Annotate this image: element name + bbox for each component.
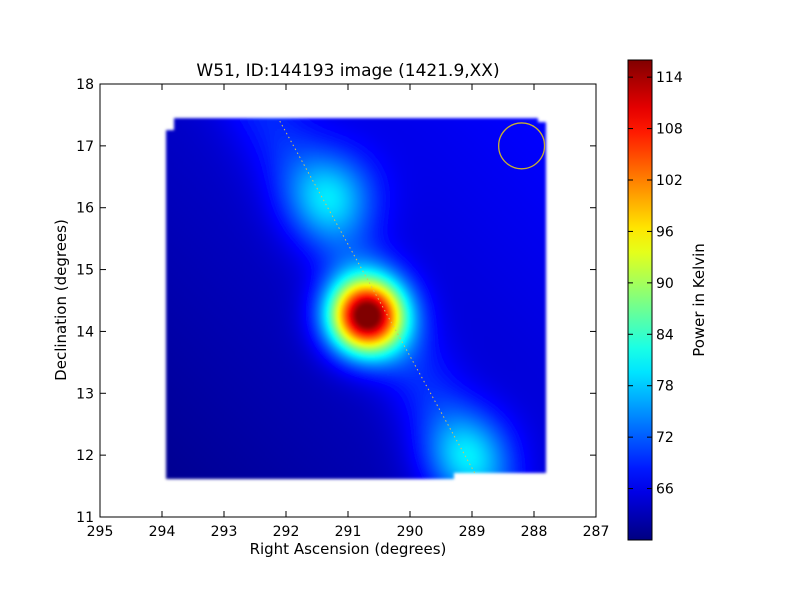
- y-tick-label: 14: [76, 324, 94, 340]
- y-tick-label: 16: [76, 201, 94, 217]
- colorbar: [627, 59, 653, 541]
- y-axis-ticks: 11 12 13 14 15 16 17 18: [76, 77, 596, 526]
- x-tick-label: 290: [397, 524, 424, 540]
- x-tick-label: 288: [521, 524, 548, 540]
- colorbar-tick-label: 78: [656, 379, 674, 395]
- colorbar-tick-label: 66: [656, 482, 674, 498]
- colorbar-tick-label: 114: [656, 70, 683, 86]
- colorbar-tick-label: 72: [656, 430, 674, 446]
- colorbar-label: Power in Kelvin: [690, 243, 708, 357]
- chart-title: W51, ID:144193 image (1421.9,XX): [196, 61, 499, 81]
- colorbar-tick-label: 102: [656, 173, 683, 189]
- colorbar-ticks: 66 72 78 84 90 96 102 108 114: [628, 70, 683, 498]
- y-tick-label: 17: [76, 139, 94, 155]
- y-axis-label: Declination (degrees): [52, 219, 70, 381]
- beam-circle: [498, 122, 546, 170]
- x-tick-label: 294: [149, 524, 176, 540]
- colorbar-tick-label: 90: [656, 276, 674, 292]
- x-tick-label: 287: [583, 524, 610, 540]
- x-tick-label: 292: [273, 524, 300, 540]
- colorbar-tick-label: 84: [656, 327, 674, 343]
- y-tick-label: 15: [76, 263, 94, 279]
- y-tick-label: 18: [76, 77, 94, 93]
- colorbar-tick-label: 108: [656, 122, 683, 138]
- x-tick-label: 291: [335, 524, 362, 540]
- colorbar-tick-label: 96: [656, 224, 674, 240]
- y-tick-label: 13: [76, 386, 94, 402]
- x-tick-label: 295: [87, 524, 114, 540]
- heatmap-image: [100, 84, 596, 517]
- x-axis-label: Right Ascension (degrees): [250, 540, 447, 558]
- y-tick-label: 12: [76, 448, 94, 464]
- x-axis-ticks: 295 294 293 292 291 290 289 288 287: [87, 84, 610, 540]
- x-tick-label: 289: [459, 524, 486, 540]
- y-tick-label: 11: [76, 510, 94, 526]
- x-tick-label: 293: [211, 524, 238, 540]
